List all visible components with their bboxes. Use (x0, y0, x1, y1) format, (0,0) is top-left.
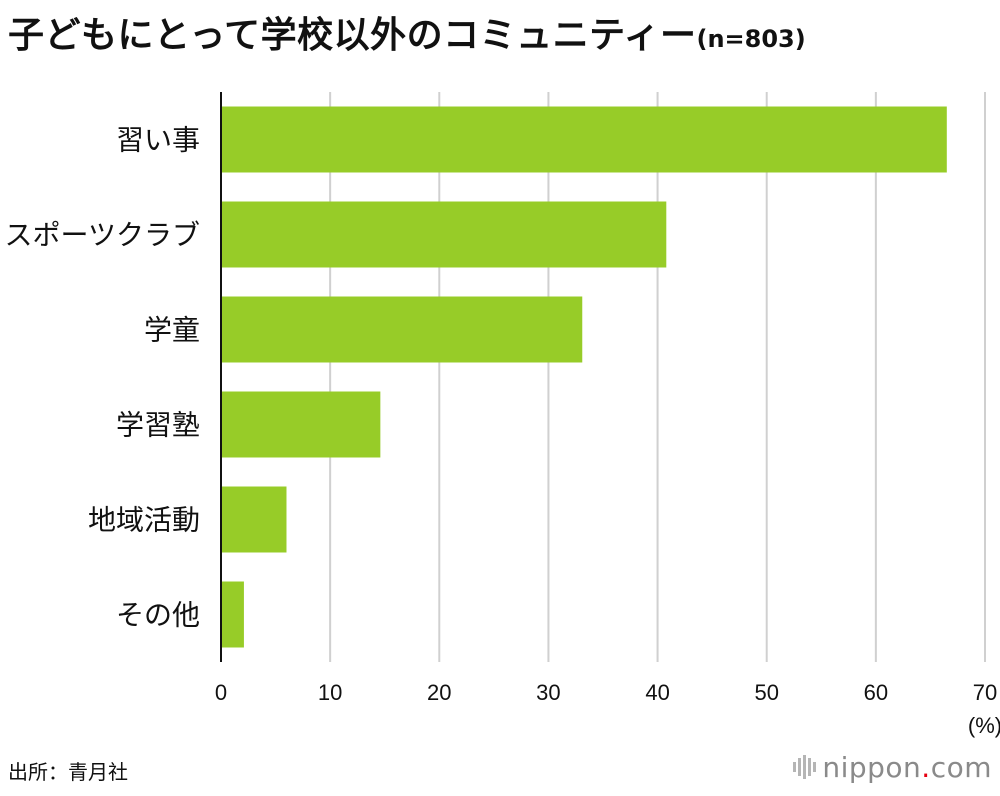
x-axis-unit: (%) (968, 713, 1000, 738)
category-label: スポーツクラブ (5, 219, 200, 252)
x-tick-label: 20 (427, 680, 451, 705)
source-note: 出所：青月社 (8, 760, 128, 784)
bar (221, 106, 947, 173)
chart-title-main: 子どもにとって学校以外のコミュニティー (8, 15, 697, 56)
x-tick-label: 0 (215, 680, 227, 705)
category-label: 習い事 (116, 124, 200, 157)
bar (221, 581, 244, 648)
category-label: 学習塾 (116, 409, 200, 442)
bar (221, 391, 381, 458)
x-tick-label: 30 (536, 680, 560, 705)
category-label: 学童 (144, 314, 200, 347)
bar (221, 296, 583, 363)
chart-title: 子どもにとって学校以外のコミュニティー(n=803) (8, 6, 806, 58)
nippon-logo: nippon.com (793, 750, 992, 784)
category-label: 地域活動 (88, 504, 200, 537)
category-label: その他 (116, 599, 200, 632)
logo-bars-icon (793, 755, 817, 779)
x-tick-label: 60 (864, 680, 888, 705)
x-tick-label: 50 (754, 680, 778, 705)
chart-sample-size: (n=803) (696, 25, 806, 53)
x-tick-label: 40 (645, 680, 669, 705)
x-tick-label: 70 (973, 680, 997, 705)
bar (221, 486, 287, 553)
logo-wordmark: nippon.com (822, 750, 992, 784)
x-tick-label: 10 (318, 680, 342, 705)
bar (221, 201, 667, 268)
